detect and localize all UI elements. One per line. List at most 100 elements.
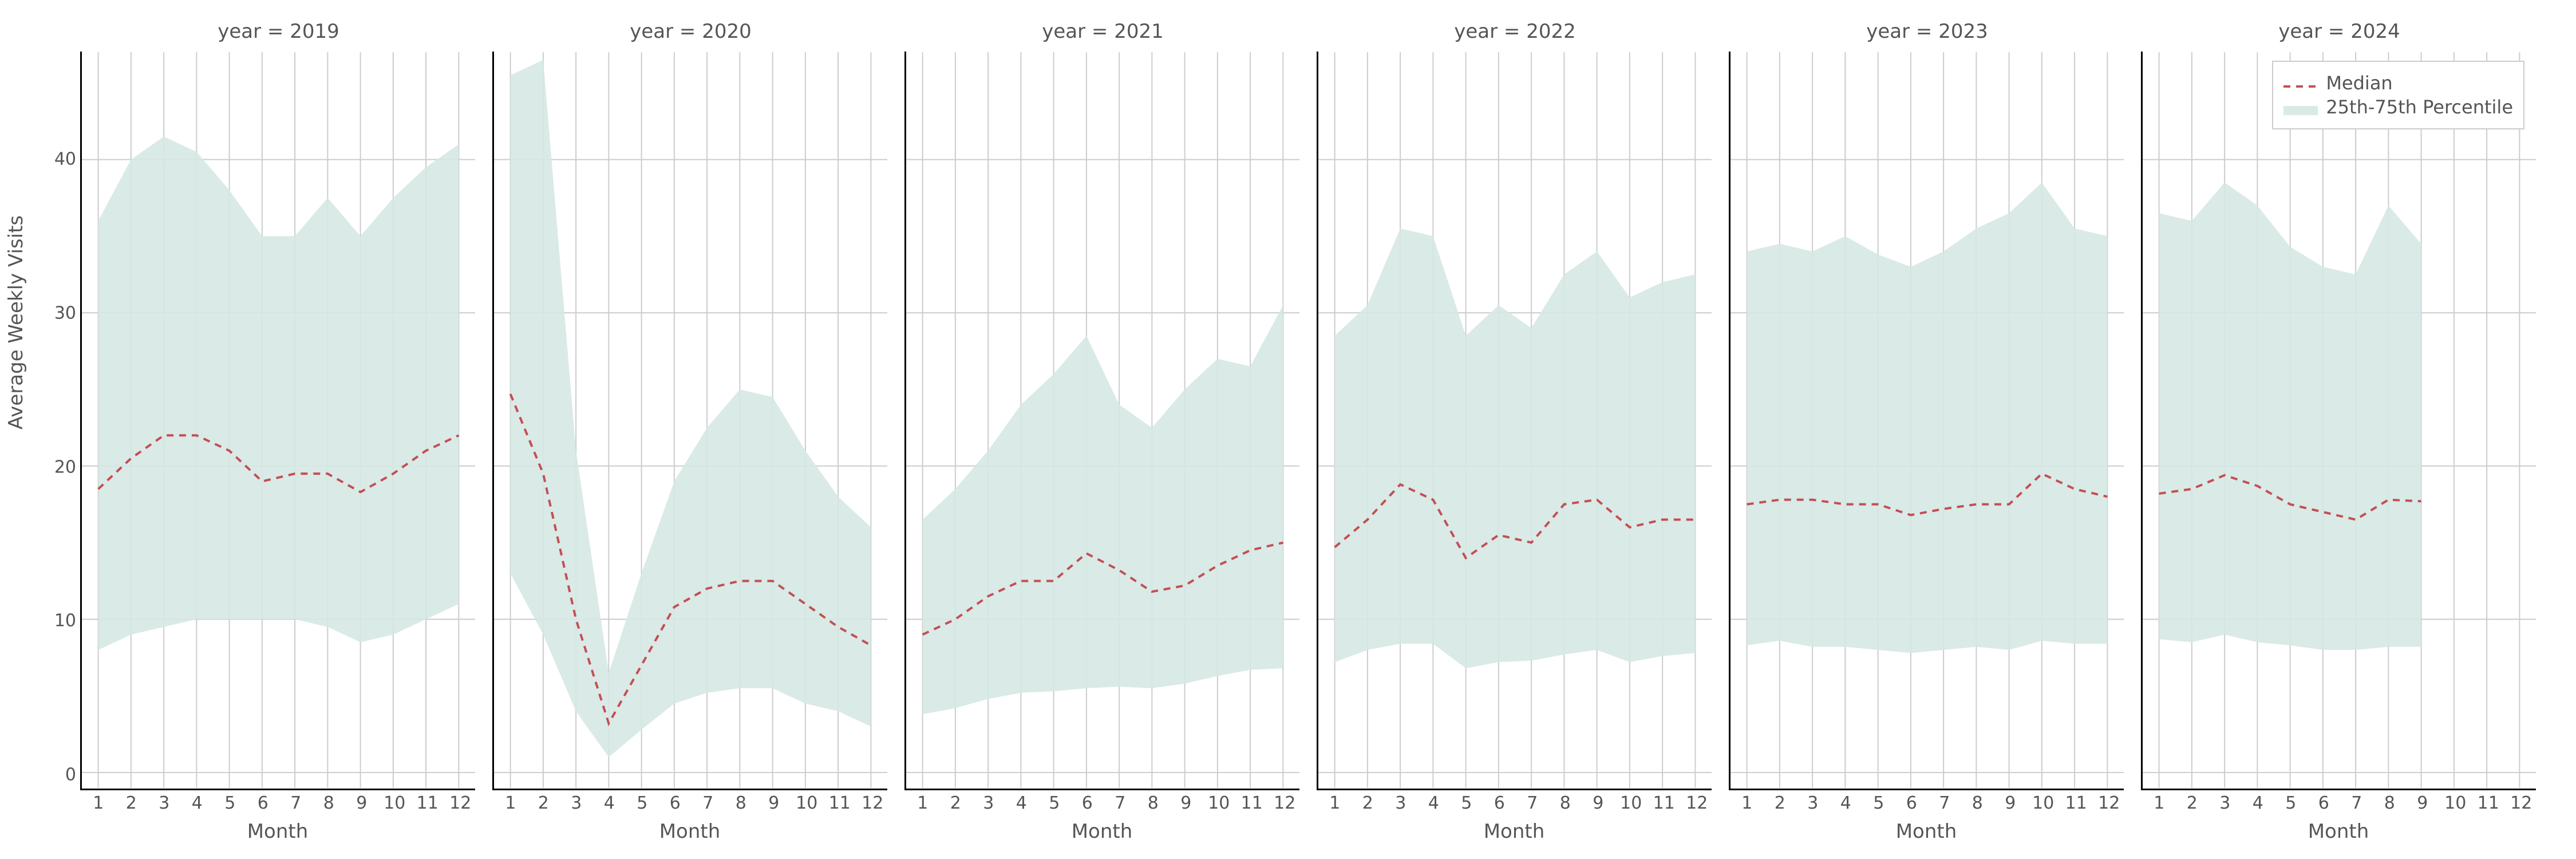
xtick-label: 8	[323, 793, 334, 813]
x-axis-label: Month	[1317, 820, 1712, 843]
xtick-label: 10	[1208, 793, 1230, 813]
xtick-label: 11	[2065, 793, 2087, 813]
xtick-label: 2	[2187, 793, 2198, 813]
xtick-label: 4	[192, 793, 203, 813]
xtick-label: 4	[1428, 793, 1439, 813]
panel-title: year = 2021	[906, 20, 1299, 43]
xtick-label: 4	[604, 793, 615, 813]
xtick-label: 2	[950, 793, 961, 813]
percentile-band	[1747, 183, 2108, 653]
panel-title: year = 2023	[1730, 20, 2124, 43]
panel-title: year = 2020	[494, 20, 887, 43]
xtick-label: 4	[2253, 793, 2263, 813]
xtick-label: 11	[829, 793, 851, 813]
xtick-label: 1	[1741, 793, 1752, 813]
x-axis-label: Month	[904, 820, 1299, 843]
xtick-label: 7	[1115, 793, 1125, 813]
xtick-label: 12	[1274, 793, 1295, 813]
xtick-label: 3	[1807, 793, 1818, 813]
xtick-label: 12	[862, 793, 883, 813]
chart-panel-2023: year = 2023123456789101112	[1729, 52, 2124, 790]
panel-svg	[82, 52, 475, 789]
xtick-label: 3	[571, 793, 582, 813]
chart-panel-2021: year = 2021123456789101112	[904, 52, 1299, 790]
xtick-label: 3	[1395, 793, 1406, 813]
xtick-label: 5	[224, 793, 235, 813]
xtick-label: 8	[1560, 793, 1571, 813]
xtick-label: 1	[505, 793, 516, 813]
ytick-label: 0	[65, 765, 76, 785]
xtick-label: 12	[449, 793, 471, 813]
xtick-label: 1	[1329, 793, 1340, 813]
ytick-label: 20	[54, 457, 76, 477]
xtick-label: 9	[2417, 793, 2428, 813]
xtick-label: 5	[2285, 793, 2296, 813]
xtick-label: 11	[2478, 793, 2499, 813]
xtick-label: 5	[637, 793, 647, 813]
xtick-label: 11	[1653, 793, 1675, 813]
xtick-label: 5	[1461, 793, 1472, 813]
xtick-label: 8	[736, 793, 746, 813]
xtick-label: 4	[1016, 793, 1027, 813]
xtick-label: 12	[1686, 793, 1708, 813]
panel-svg	[2143, 52, 2536, 789]
xtick-label: 9	[2005, 793, 2016, 813]
xtick-label: 10	[384, 793, 405, 813]
xtick-label: 10	[796, 793, 817, 813]
legend: Median25th-75th Percentile	[2272, 61, 2524, 129]
xtick-label: 6	[1906, 793, 1917, 813]
xtick-label: 3	[983, 793, 994, 813]
xtick-label: 8	[2384, 793, 2395, 813]
chart-panel-2020: year = 2020123456789101112	[492, 52, 887, 790]
x-axis-label: Month	[1729, 820, 2124, 843]
xtick-label: 12	[2098, 793, 2120, 813]
panel-title: year = 2022	[1318, 20, 1712, 43]
panel-svg	[494, 52, 887, 789]
xtick-label: 2	[538, 793, 549, 813]
xtick-label: 5	[1049, 793, 1060, 813]
panel-svg	[1318, 52, 1712, 789]
x-axis-label: Month	[492, 820, 887, 843]
panel-svg	[906, 52, 1299, 789]
panel-title: year = 2019	[82, 20, 475, 43]
xtick-label: 7	[290, 793, 301, 813]
percentile-band	[2159, 183, 2421, 650]
legend-item: Median	[2283, 72, 2513, 94]
xtick-label: 6	[1082, 793, 1093, 813]
xtick-label: 11	[417, 793, 438, 813]
ytick-label: 30	[54, 303, 76, 323]
xtick-label: 8	[1148, 793, 1159, 813]
legend-label: Median	[2326, 72, 2392, 94]
ytick-label: 10	[54, 611, 76, 631]
xtick-label: 11	[1241, 793, 1263, 813]
xtick-label: 9	[1180, 793, 1191, 813]
xtick-label: 6	[258, 793, 268, 813]
xtick-label: 10	[1620, 793, 1642, 813]
panel-title: year = 2024	[2143, 20, 2536, 43]
figure-root: Average Weekly Visits year = 20191234567…	[0, 0, 2576, 859]
legend-line-icon	[2283, 76, 2318, 90]
legend-band-icon	[2283, 100, 2318, 114]
xtick-label: 12	[2510, 793, 2532, 813]
x-axis-label: Month	[80, 820, 475, 843]
xtick-label: 5	[1873, 793, 1884, 813]
x-axis-label: Month	[2141, 820, 2536, 843]
percentile-band	[923, 305, 1283, 714]
legend-item: 25th-75th Percentile	[2283, 96, 2513, 118]
xtick-label: 10	[2032, 793, 2054, 813]
xtick-label: 2	[126, 793, 137, 813]
xtick-label: 7	[1527, 793, 1538, 813]
xtick-label: 6	[670, 793, 681, 813]
chart-panel-2024: year = 2024123456789101112	[2141, 52, 2536, 790]
xtick-label: 7	[702, 793, 713, 813]
xtick-label: 9	[768, 793, 779, 813]
chart-panel-2019: year = 2019123456789101112010203040	[80, 52, 475, 790]
percentile-band	[98, 136, 459, 649]
y-axis-label: Average Weekly Visits	[5, 215, 27, 430]
xtick-label: 1	[2154, 793, 2164, 813]
xtick-label: 8	[1972, 793, 1983, 813]
percentile-band	[1335, 228, 1696, 668]
xtick-label: 6	[2318, 793, 2329, 813]
xtick-label: 3	[159, 793, 169, 813]
xtick-label: 1	[917, 793, 928, 813]
